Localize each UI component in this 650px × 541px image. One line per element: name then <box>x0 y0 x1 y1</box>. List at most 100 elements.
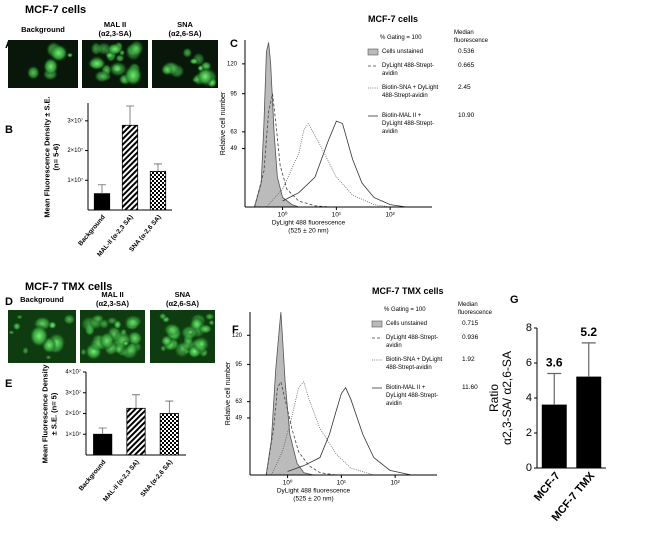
median-value: 0.665 <box>458 62 475 69</box>
bar <box>541 404 567 469</box>
y-tick-label: 8 <box>526 322 532 334</box>
cell <box>16 314 23 320</box>
median-value: 2.45 <box>458 84 471 91</box>
micrograph <box>8 40 78 88</box>
error-bar <box>132 394 140 409</box>
data-label: 5.2 <box>580 325 597 339</box>
bar <box>576 376 602 469</box>
y-tick-label: 1×10⁷ <box>65 431 81 438</box>
cell <box>204 312 215 321</box>
cell <box>158 312 167 320</box>
micrograph <box>82 39 148 88</box>
cell <box>29 324 49 348</box>
x-tick-label: Background <box>78 459 108 493</box>
section-title: MCF-7 TMX cells <box>25 281 112 293</box>
x-tick-label: 10² <box>390 480 400 487</box>
x-tick-label: MCF-7 <box>532 470 563 503</box>
bar <box>159 413 179 456</box>
legend-entry: Cells unstained <box>386 321 428 327</box>
micrograph-sublabel: (α2,3-SA) <box>99 29 132 38</box>
cell <box>181 337 196 352</box>
legend-swatch <box>367 48 379 56</box>
y-axis-title: Relative cell number <box>225 361 232 425</box>
y-axis-title: Mean Fluorescence Density ± S.E. (n= 5-6… <box>42 95 60 218</box>
bar <box>149 170 167 211</box>
micrograph-background <box>8 40 78 88</box>
micrograph-sublabel: (α2,3-SA) <box>96 299 129 308</box>
histogram-curve <box>266 122 391 208</box>
legend-entry: Biotin-MAL II + DyLight 488-Strept-avidi… <box>382 113 435 135</box>
micrograph-label: MAL II <box>101 290 123 299</box>
cell <box>106 43 123 56</box>
cell <box>129 39 145 57</box>
y-tick-label: 2 <box>526 427 532 439</box>
y-tick-label: 95 <box>235 362 242 368</box>
histogram-curve <box>254 93 332 208</box>
legend-entry: DyLight 488-Strept-avidin <box>386 335 439 349</box>
panel-letter: D <box>5 296 13 308</box>
cell <box>99 331 115 351</box>
cell <box>197 64 204 72</box>
cell <box>8 330 15 335</box>
cell <box>49 43 69 63</box>
error-bar <box>98 427 107 435</box>
histogram-curve <box>265 311 314 476</box>
histogram-curve <box>282 120 407 208</box>
cell <box>196 67 214 86</box>
x-axis-title: DyLight 488 fluorescence <box>272 220 346 227</box>
panel-letter: C <box>230 38 238 50</box>
error-bar <box>547 372 562 405</box>
y-tick-label: 49 <box>230 146 237 152</box>
cell <box>123 64 143 87</box>
histogram-curve <box>265 380 337 476</box>
cell <box>123 314 143 329</box>
cell <box>186 328 194 336</box>
y-tick-label: 63 <box>235 399 242 405</box>
median-value: 0.715 <box>462 320 479 327</box>
micrograph-sublabel: (α2,6-SA) <box>166 299 199 308</box>
micrograph-sublabel: (α2,6-SA) <box>169 29 202 38</box>
x-axis-title: DyLight 488 fluorescence <box>277 488 351 495</box>
panel-letter: F <box>232 324 239 336</box>
x-axis-subtitle: (525 ± 20 nm) <box>293 496 333 503</box>
legend-entry: Biotin-MAL II + DyLight 488-Strept-avidi… <box>386 385 439 407</box>
micrograph-label: Background <box>21 25 65 34</box>
bar <box>93 433 113 456</box>
y-tick-label: 95 <box>230 91 237 97</box>
y-tick-label: 120 <box>232 333 243 339</box>
cell <box>189 57 199 65</box>
x-tick-label: 10⁰ <box>278 211 288 219</box>
y-axis-title: Ratio <box>487 384 501 412</box>
median-value: 10.90 <box>458 112 475 119</box>
y-tick-label: 1×10⁷ <box>67 177 83 184</box>
median-header: Median fluorescence <box>454 30 489 44</box>
error-bar <box>98 184 106 194</box>
y-tick-label: 3×10⁷ <box>67 117 83 124</box>
cell <box>160 334 173 347</box>
y-tick-label: 63 <box>230 129 237 135</box>
micrograph <box>152 40 218 88</box>
cell <box>87 57 107 71</box>
error-bar <box>581 342 596 377</box>
bar <box>93 193 111 211</box>
legend-header: % Gating = 100 <box>380 35 422 41</box>
micrograph-label: Background <box>20 295 64 304</box>
y-tick-label: 6 <box>526 357 532 369</box>
cell <box>80 348 87 356</box>
error-bar <box>154 163 162 172</box>
legend-entry: Cells unstained <box>382 49 424 55</box>
x-tick-label: 10¹ <box>337 480 347 487</box>
cell <box>42 57 59 76</box>
error-bar <box>126 105 134 126</box>
legend-swatch <box>371 320 383 328</box>
cell <box>122 340 130 347</box>
legend-header: % Gating = 100 <box>384 307 426 313</box>
cell <box>192 335 211 354</box>
legend-entry: Biotin-SNA + DyLight 488-Strept-avidin <box>386 357 443 371</box>
cell <box>12 322 22 331</box>
y-axis-title: Mean Fluorescence Density ± S.E. (n= 5) <box>40 364 58 463</box>
panel-letter: B <box>5 124 13 136</box>
legend-title: MCF-7 TMX cells <box>372 286 444 296</box>
